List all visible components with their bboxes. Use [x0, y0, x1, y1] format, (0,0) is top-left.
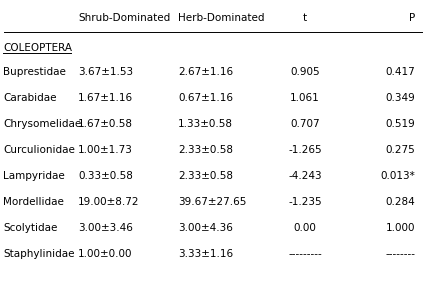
Text: 1.67±1.16: 1.67±1.16: [78, 93, 133, 103]
Text: Scolytidae: Scolytidae: [3, 223, 58, 233]
Text: Mordellidae: Mordellidae: [3, 197, 64, 207]
Text: Carabidae: Carabidae: [3, 93, 57, 103]
Text: 3.00±4.36: 3.00±4.36: [178, 223, 233, 233]
Text: 3.33±1.16: 3.33±1.16: [178, 249, 233, 259]
Text: -1.235: -1.235: [288, 197, 322, 207]
Text: Buprestidae: Buprestidae: [3, 67, 66, 77]
Text: t: t: [303, 13, 307, 23]
Text: Lampyridae: Lampyridae: [3, 171, 65, 181]
Text: 0.275: 0.275: [385, 145, 415, 155]
Text: 1.67±0.58: 1.67±0.58: [78, 119, 133, 129]
Text: Shrub-Dominated: Shrub-Dominated: [78, 13, 170, 23]
Text: --------: --------: [385, 249, 415, 259]
Text: 19.00±8.72: 19.00±8.72: [78, 197, 139, 207]
Text: ---------: ---------: [288, 249, 322, 259]
Text: 39.67±27.65: 39.67±27.65: [178, 197, 246, 207]
Text: 1.000: 1.000: [386, 223, 415, 233]
Text: 3.00±3.46: 3.00±3.46: [78, 223, 133, 233]
Text: 0.349: 0.349: [385, 93, 415, 103]
Text: 2.33±0.58: 2.33±0.58: [178, 145, 233, 155]
Text: 0.519: 0.519: [385, 119, 415, 129]
Text: 0.707: 0.707: [290, 119, 320, 129]
Text: 2.33±0.58: 2.33±0.58: [178, 171, 233, 181]
Text: Curculionidae: Curculionidae: [3, 145, 75, 155]
Text: 1.00±0.00: 1.00±0.00: [78, 249, 132, 259]
Text: 1.061: 1.061: [290, 93, 320, 103]
Text: 0.013*: 0.013*: [380, 171, 415, 181]
Text: Staphylinidae: Staphylinidae: [3, 249, 75, 259]
Text: 0.905: 0.905: [290, 67, 320, 77]
Text: Chrysomelidae: Chrysomelidae: [3, 119, 81, 129]
Text: P: P: [409, 13, 415, 23]
Text: 0.284: 0.284: [385, 197, 415, 207]
Text: 0.67±1.16: 0.67±1.16: [178, 93, 233, 103]
Text: Herb-Dominated: Herb-Dominated: [178, 13, 265, 23]
Text: 0.417: 0.417: [385, 67, 415, 77]
Text: 2.67±1.16: 2.67±1.16: [178, 67, 233, 77]
Text: 1.33±0.58: 1.33±0.58: [178, 119, 233, 129]
Text: -1.265: -1.265: [288, 145, 322, 155]
Text: COLEOPTERA: COLEOPTERA: [3, 43, 72, 53]
Text: 0.00: 0.00: [294, 223, 317, 233]
Text: 0.33±0.58: 0.33±0.58: [78, 171, 133, 181]
Text: 3.67±1.53: 3.67±1.53: [78, 67, 133, 77]
Text: 1.00±1.73: 1.00±1.73: [78, 145, 133, 155]
Text: -4.243: -4.243: [288, 171, 322, 181]
